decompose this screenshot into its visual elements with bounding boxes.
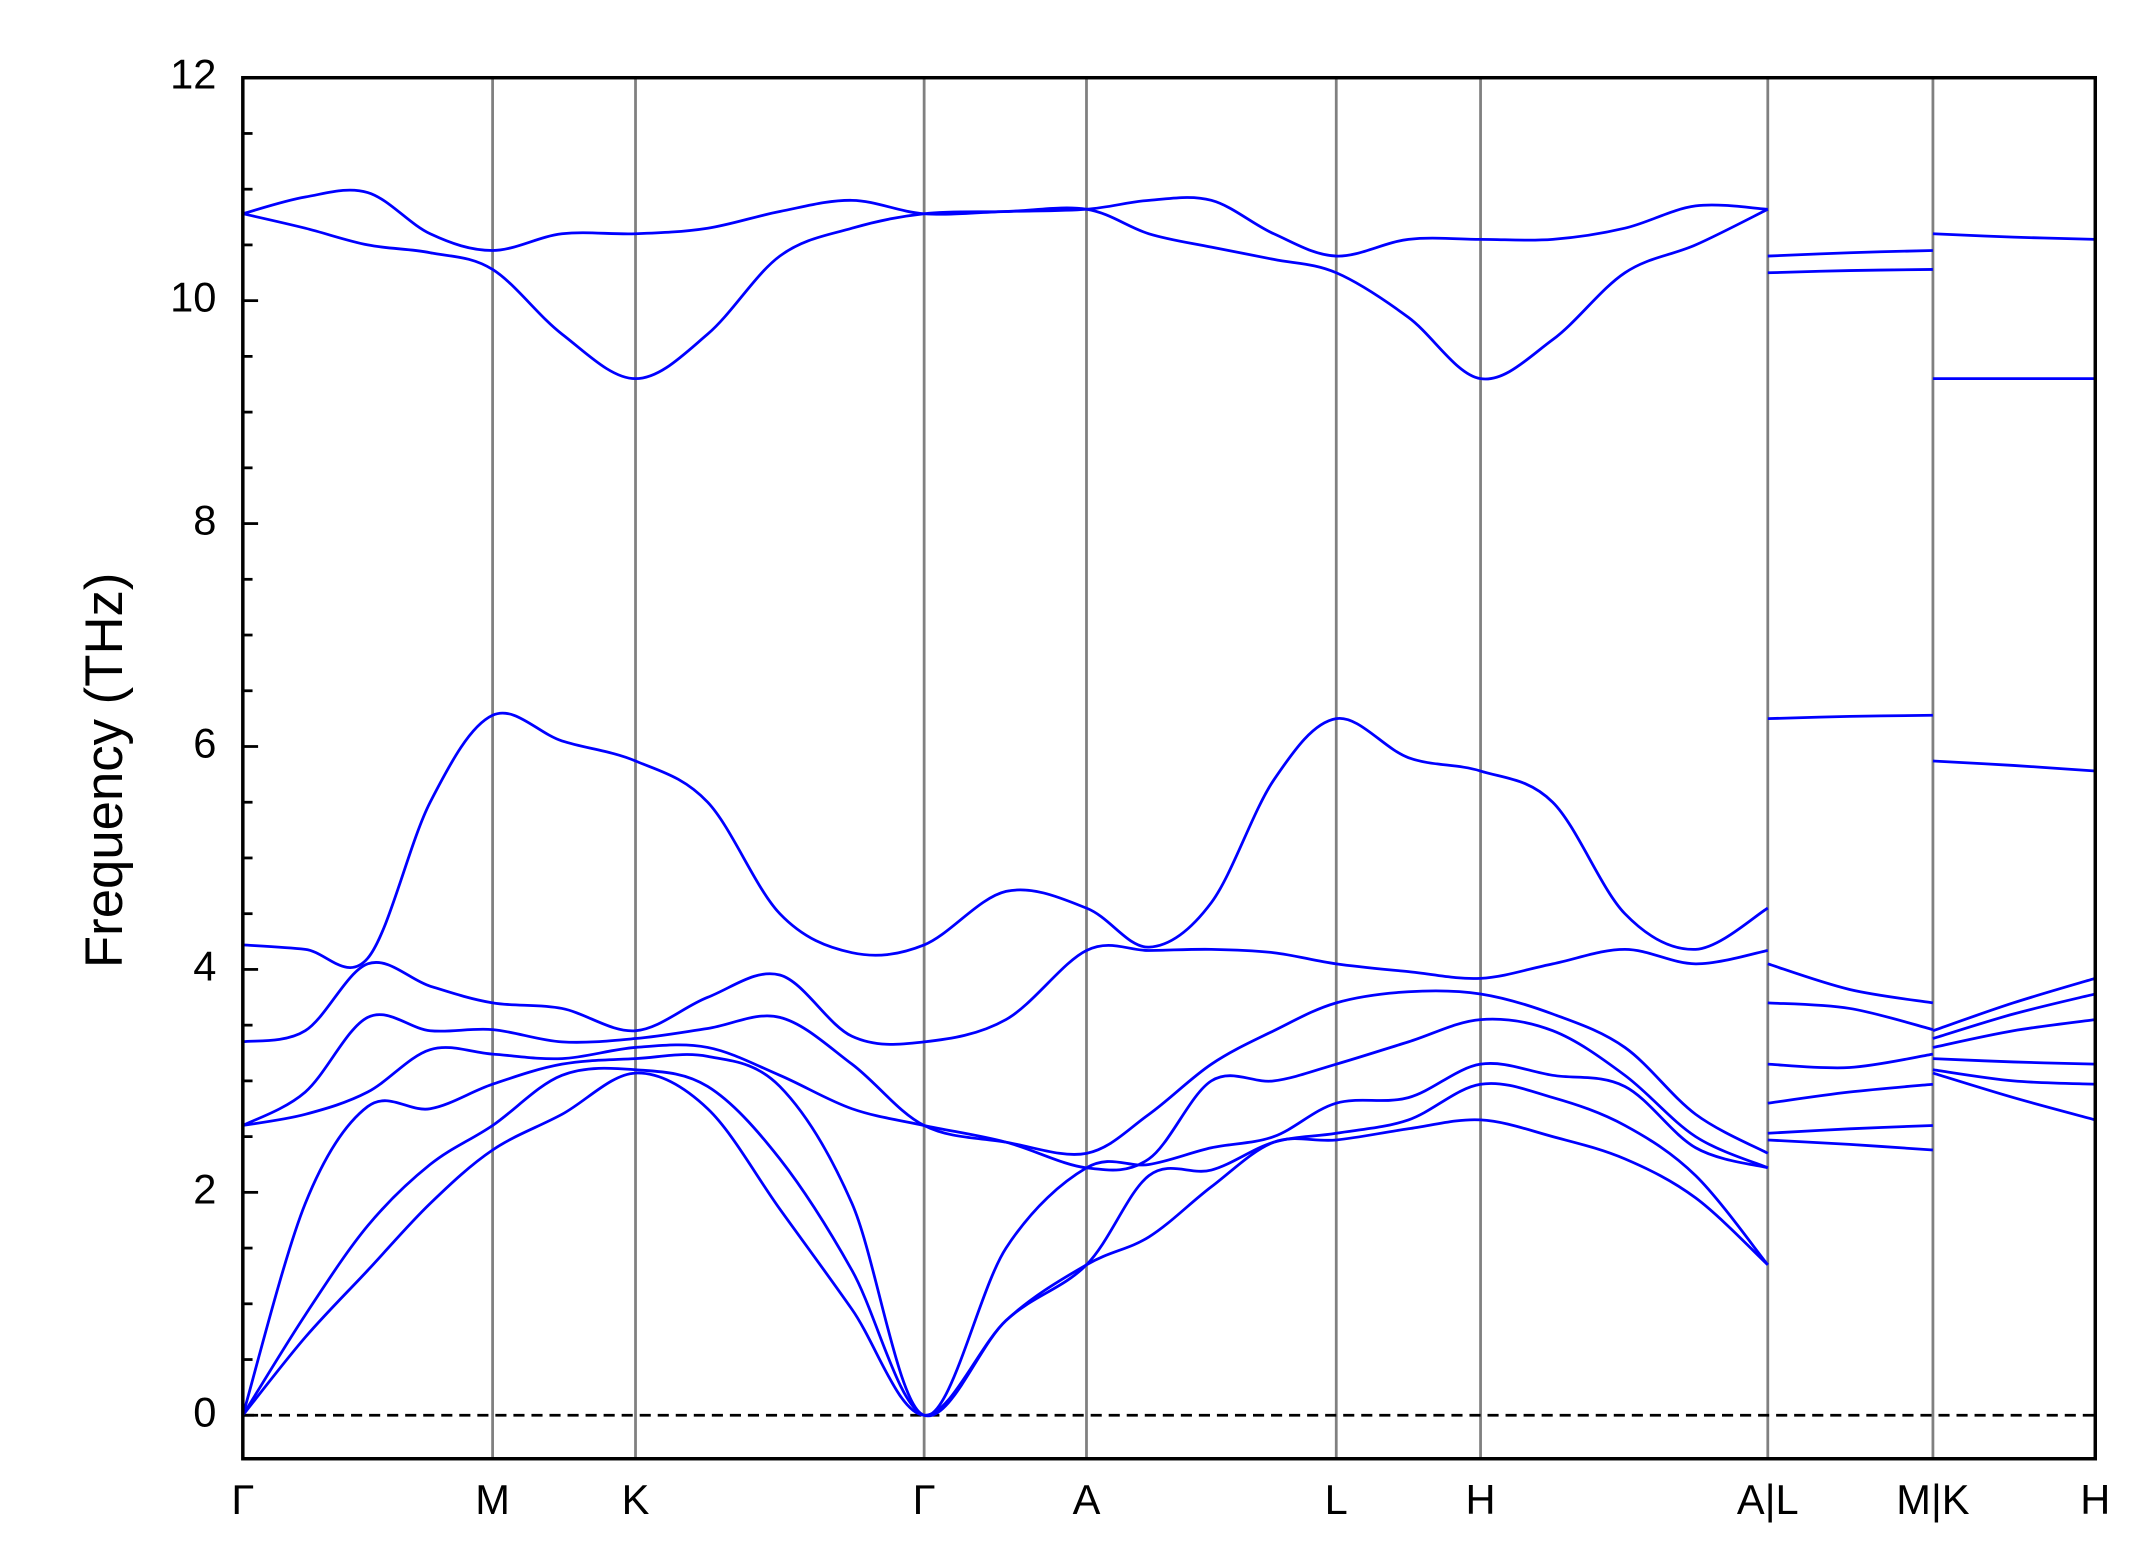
y-tick-label: 6: [193, 719, 216, 766]
band-line: [242, 711, 2096, 969]
band-line: [242, 188, 2096, 258]
y-tick-label: 2: [193, 1165, 216, 1212]
band-line: [241, 1066, 2096, 1418]
y-tick-label: 12: [170, 51, 216, 98]
y-tick-label: 8: [193, 497, 216, 544]
plot-frame: [241, 75, 2098, 1461]
x-tick-label: Γ: [231, 1476, 254, 1523]
y-axis-label: Frequency (THz): [75, 573, 134, 969]
x-tick-label: Γ: [913, 1476, 936, 1523]
band-line: [242, 206, 2096, 381]
y-tick-label: 0: [193, 1388, 216, 1435]
band-line: [241, 1053, 2096, 1417]
y-tick-label: 10: [170, 274, 216, 321]
band-line: [241, 1071, 2096, 1417]
x-tick-label: K: [622, 1476, 650, 1523]
x-tick-label: L: [1325, 1476, 1348, 1523]
band-line: [242, 944, 2096, 1046]
x-tick-label: A|L: [1737, 1476, 1799, 1523]
band-line: [242, 1017, 2096, 1172]
x-tick-label: H: [1466, 1476, 1496, 1523]
band-line: [242, 989, 2096, 1156]
y-tick-label: 4: [193, 942, 216, 989]
x-tick-label: H: [2080, 1476, 2110, 1523]
x-tick-label: M: [475, 1476, 510, 1523]
x-tick-label: A: [1073, 1476, 1101, 1523]
x-tick-label: M|K: [1896, 1476, 1969, 1523]
